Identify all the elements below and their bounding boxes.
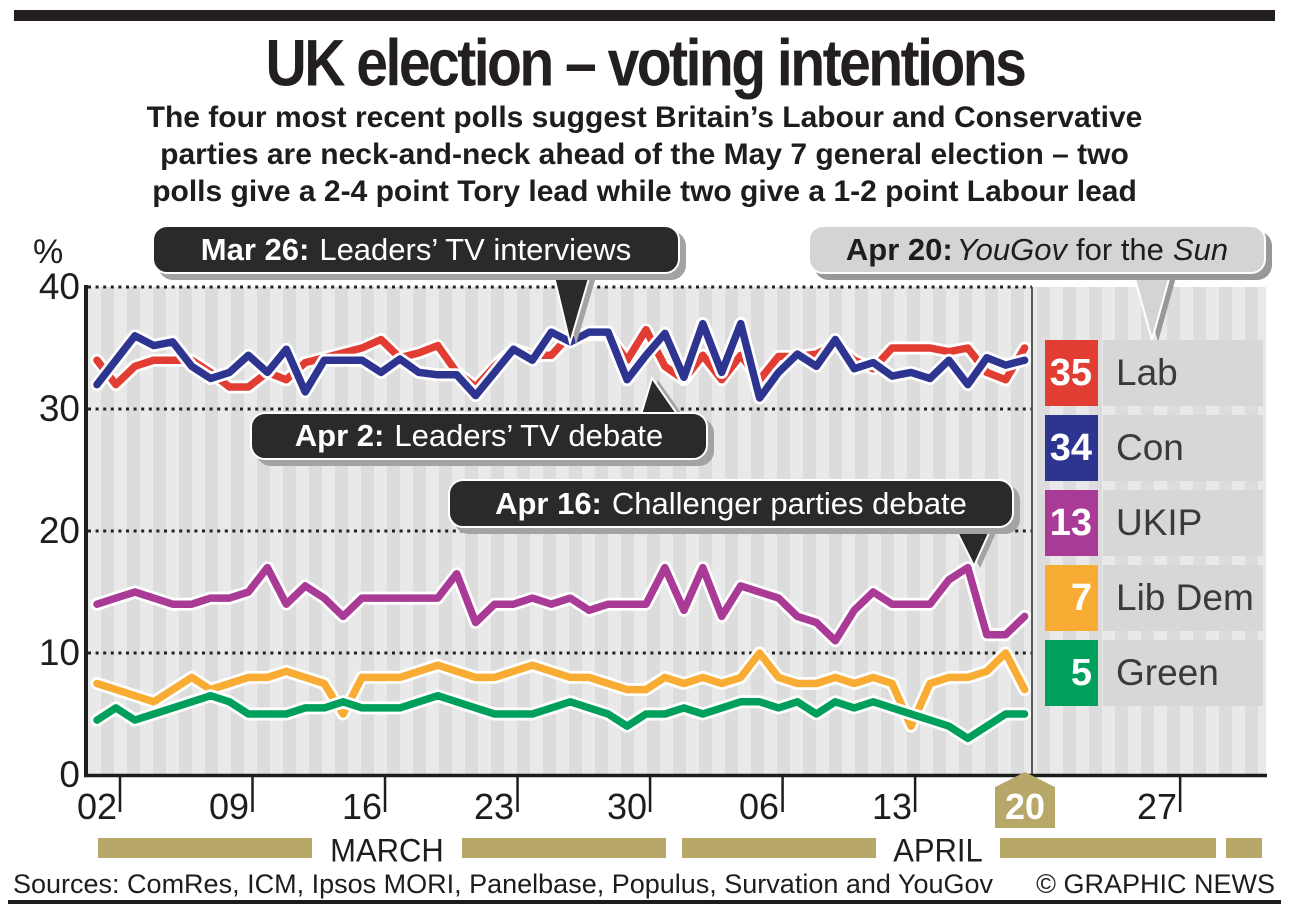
callout-date: Apr 16: — [495, 485, 602, 521]
copyright-credit: © GRAPHIC NEWS — [1036, 869, 1275, 899]
x-tick-apr20: 20 — [1004, 786, 1046, 827]
month-label-april: APRIL — [893, 832, 983, 869]
callout-apr20-yougov-sun: Apr 20: YouGov for the Sun — [808, 225, 1266, 274]
callout-date: Apr 2: — [294, 418, 385, 453]
x-tick-apr27: 27 — [1136, 786, 1178, 827]
y-tick-0: 0 — [59, 754, 80, 795]
legend-value: 5 — [1070, 652, 1092, 694]
legend-swatch-libdem: 7 — [1045, 565, 1098, 631]
legend-item-con: 34 Con — [1045, 415, 1266, 481]
y-tick-40: 40 — [38, 266, 80, 307]
bottom-rule — [8, 900, 1281, 904]
x-tick-mar09: 09 — [208, 786, 250, 827]
legend-item-green: 5 Green — [1045, 640, 1266, 706]
sources-line: Sources: ComRes, ICM, Ipsos MORI, Panelb… — [13, 869, 993, 899]
legend-plate: Con — [1103, 415, 1263, 481]
legend-swatch-lab: 35 — [1045, 340, 1098, 406]
legend-item-ukip: 13 UKIP — [1045, 490, 1266, 556]
x-tick-mar02: 02 — [76, 786, 118, 827]
legend-value: 7 — [1070, 577, 1092, 619]
callout-pollster: YouGov — [956, 231, 1068, 267]
x-tick-apr20-highlight-marker: 20 — [995, 772, 1055, 828]
legend-value: 13 — [1049, 502, 1092, 544]
legend-plate: Lab — [1103, 340, 1263, 406]
callout-apr16-challenger-debate: Apr 16: Challenger parties debate — [448, 479, 1014, 528]
legend-label: Lib Dem — [1116, 577, 1254, 618]
callout-date: Mar 26: — [200, 231, 310, 267]
legend-item-lab: 35 Lab — [1045, 340, 1266, 406]
page-title: UK election – voting intentions — [0, 24, 1289, 99]
callout-label: Leaders’ TV debate — [394, 418, 664, 453]
subtitle-line: The four most recent polls suggest Brita… — [146, 101, 1143, 134]
legend-plate: Lib Dem — [1103, 565, 1263, 631]
callout-label: Challenger parties debate — [611, 485, 967, 521]
legend-swatch-con: 34 — [1045, 415, 1098, 481]
x-tick-apr06: 06 — [738, 786, 780, 827]
y-tick-30: 30 — [38, 388, 80, 429]
callout-text: for the — [1076, 231, 1164, 267]
x-tick-mar16: 16 — [341, 786, 383, 827]
legend-value: 34 — [1049, 427, 1092, 469]
x-tick-mar23: 23 — [473, 786, 515, 827]
x-tick-mar30: 30 — [606, 786, 648, 827]
legend-item-libdem: 7 Lib Dem — [1045, 565, 1266, 631]
top-rule — [14, 10, 1275, 21]
legend-plate: UKIP — [1103, 490, 1263, 556]
chart-subtitle: The four most recent polls suggest Brita… — [0, 99, 1289, 210]
month-label-march: MARCH — [330, 832, 444, 869]
subtitle-line: polls give a 2-4 point Tory lead while t… — [152, 175, 1137, 208]
page-title-text: UK election – voting intentions — [265, 25, 1026, 100]
legend: 35 Lab 34 Con 13 UKIP 7 Lib Dem 5 Green — [1045, 340, 1266, 715]
y-axis-unit-label: % — [33, 233, 64, 271]
y-tick-10: 10 — [38, 632, 80, 673]
callout-mar26-tv-interviews: Mar 26: Leaders’ TV interviews — [152, 225, 680, 274]
subtitle-line: parties are neck-and-neck ahead of the M… — [160, 138, 1129, 171]
callout-apr2-tv-debate: Apr 2: Leaders’ TV debate — [250, 412, 708, 460]
legend-value: 35 — [1049, 352, 1092, 394]
legend-label: Green — [1116, 652, 1219, 693]
callout-date: Apr 20: — [845, 231, 953, 267]
legend-swatch-green: 5 — [1045, 640, 1098, 706]
callout-label: Leaders’ TV interviews — [319, 231, 632, 267]
x-tick-apr13: 13 — [871, 786, 913, 827]
legend-label: UKIP — [1116, 502, 1203, 543]
callout-paper: Sun — [1172, 231, 1229, 267]
legend-plate: Green — [1103, 640, 1263, 706]
legend-swatch-ukip: 13 — [1045, 490, 1098, 556]
legend-label: Con — [1116, 427, 1184, 468]
y-tick-20: 20 — [38, 510, 80, 551]
legend-label: Lab — [1116, 352, 1178, 393]
